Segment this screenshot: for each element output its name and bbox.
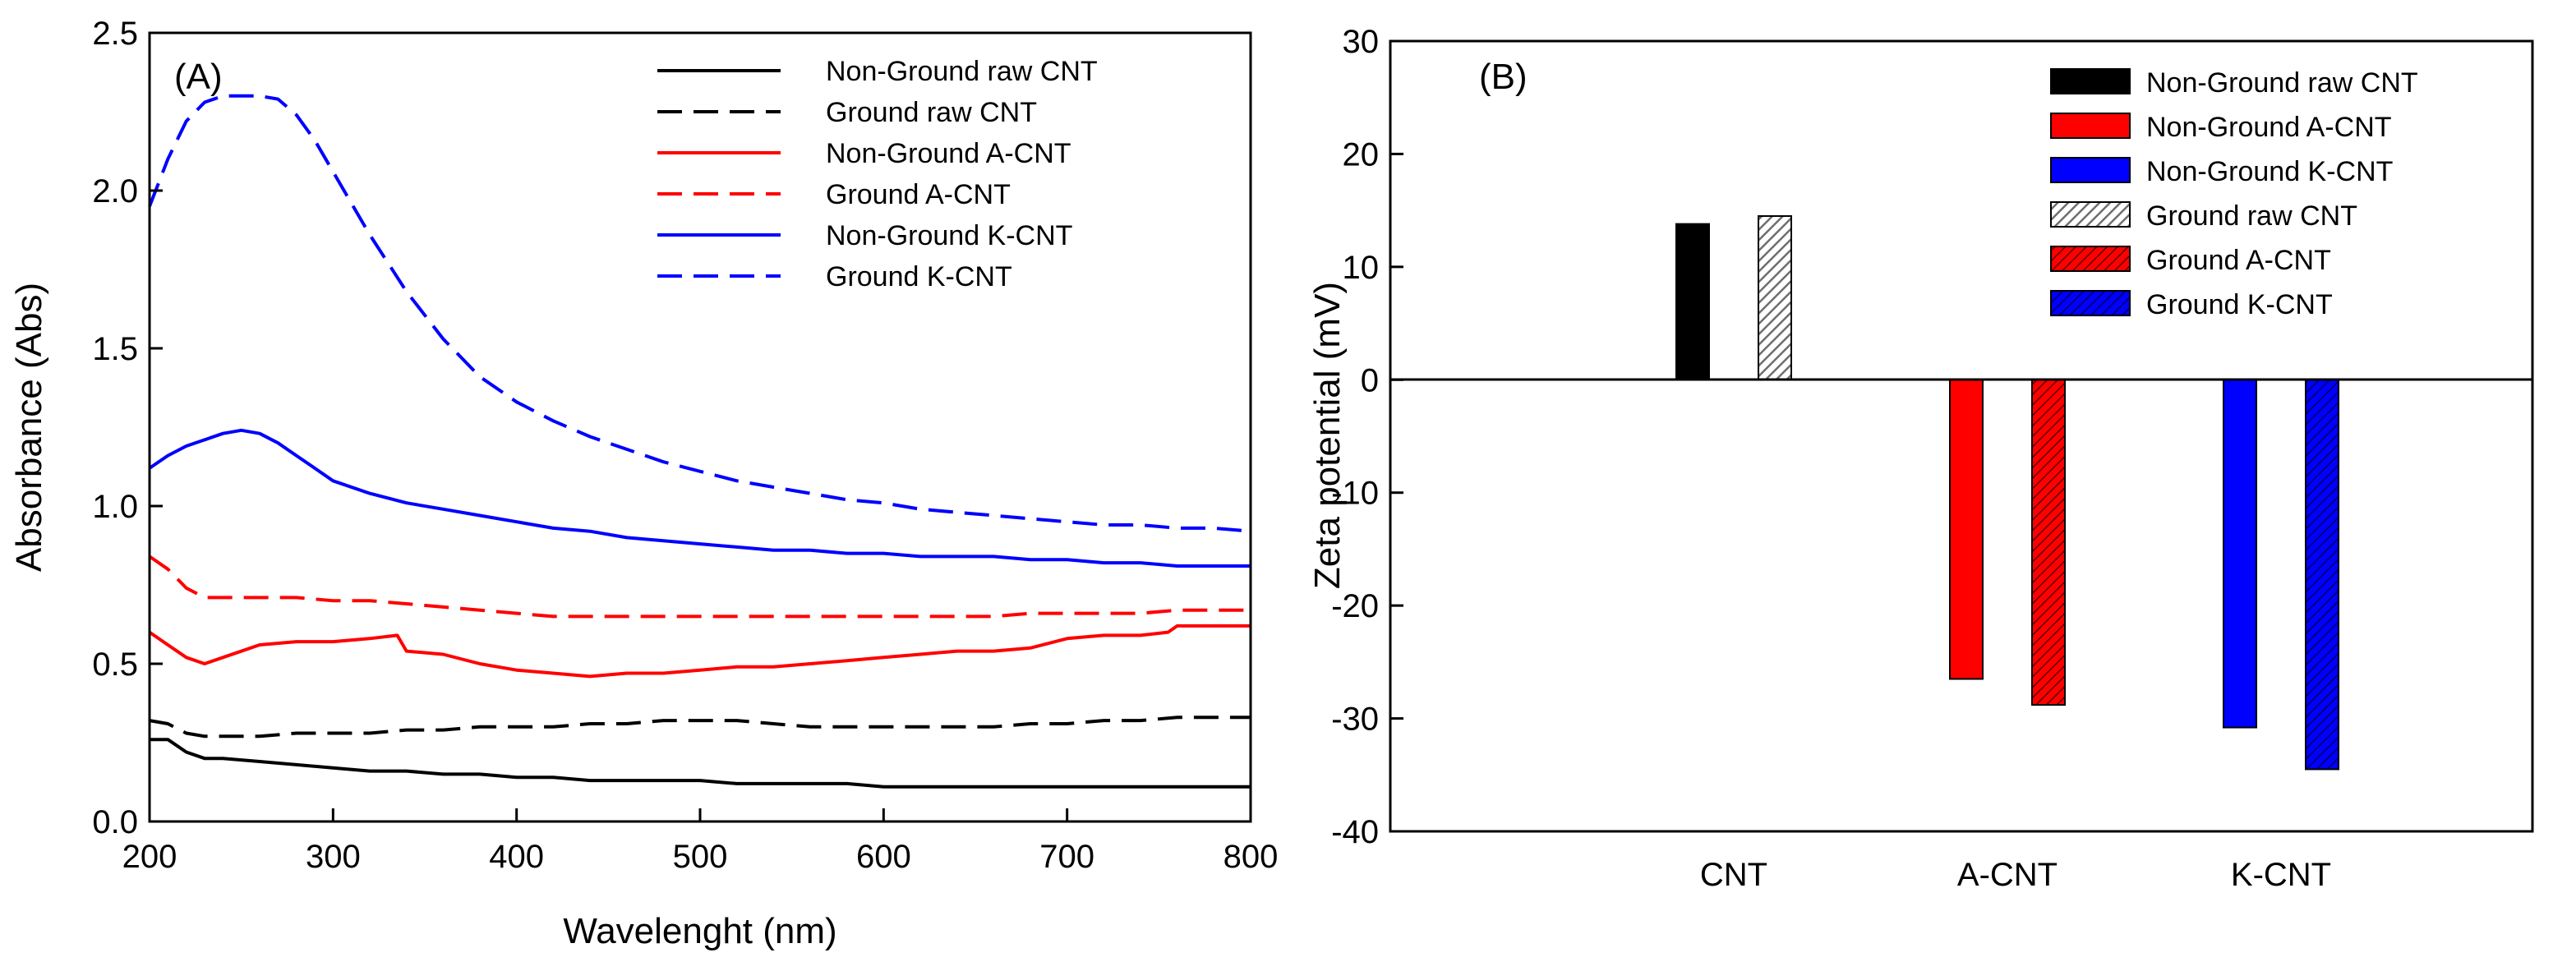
panel-b-legend-label-2: Non-Ground A-CNT xyxy=(2146,112,2392,143)
panel-a-y-tick-label: 1.0 xyxy=(92,489,138,525)
panel-b-y-tick-label: -10 xyxy=(1331,476,1379,512)
panel-b-legend-label-3: Non-Ground K-CNT xyxy=(2146,156,2393,187)
panel-b-y-tick-label: -20 xyxy=(1331,588,1379,624)
panel-b-y-tick-label: -30 xyxy=(1331,702,1379,738)
panel-a-series-line-3 xyxy=(148,624,1251,679)
panel-a-legend-label-5: Non-Ground K-CNT xyxy=(826,220,1072,251)
panel-a-y-tick-label: 0.5 xyxy=(92,647,138,683)
panel-a-x-tick-label: 300 xyxy=(306,839,361,875)
panel-b-label: (B) xyxy=(1479,57,1528,97)
panel-b-y-tick-label: 0 xyxy=(1361,362,1379,398)
panel-b-category-label: K-CNT xyxy=(2231,857,2331,893)
panel-b-y-tick-label: -40 xyxy=(1331,814,1379,850)
panel-b-y-tick-label: 20 xyxy=(1343,136,1380,173)
panel-b-y-axis-label: Zeta potential (mV) xyxy=(1307,282,1348,589)
panel-a-legend-label-2: Ground raw CNT xyxy=(826,97,1037,128)
panel-a-y-tick-label: 1.5 xyxy=(92,331,138,367)
panel-b-legend-label-5: Ground A-CNT xyxy=(2146,245,2331,276)
panel-a-x-tick-label: 600 xyxy=(856,839,911,875)
panel-a-legend-label-6: Ground K-CNT xyxy=(826,261,1012,292)
panel-b-y-tick-label: 30 xyxy=(1343,24,1380,60)
panel-b-legend-swatch-6 xyxy=(2050,290,2131,316)
panel-b-legend-swatch-4 xyxy=(2050,201,2131,228)
panel-b-bar-3 xyxy=(2223,379,2257,729)
panel-b-category-label: CNT xyxy=(1700,857,1767,893)
panel-a-series-line-4 xyxy=(148,555,1251,619)
panel-a-x-axis-label: Wavelenght (nm) xyxy=(563,911,836,951)
panel-b-bar-chart: 30 20 10 0 -10 -20 -30 -40 CNT A-CNT K-CNT (B) Zet… xyxy=(1307,24,2534,893)
panel-b-legend-swatch-1 xyxy=(2050,68,2131,94)
panel-a-label: (A) xyxy=(174,57,223,97)
panel-a-x-tick-label: 700 xyxy=(1039,839,1094,875)
panel-a-legend-label-1: Non-Ground raw CNT xyxy=(826,56,1098,87)
panel-a-series-line-6 xyxy=(148,94,1251,533)
panel-b-bars-layer xyxy=(1675,215,2339,771)
panel-b-bar-2 xyxy=(1949,379,1984,680)
panel-a-legend-label-4: Ground A-CNT xyxy=(826,179,1011,210)
panel-a-series-line-5 xyxy=(148,428,1251,568)
panel-b-legend-label-4: Ground raw CNT xyxy=(2146,200,2357,232)
panel-b-legend-label-1: Non-Ground raw CNT xyxy=(2146,67,2418,99)
panel-a-line-chart: 200 300 400 500 600 700 8000.00.51.01.52.02.5 … xyxy=(9,16,1278,951)
panel-a-y-axis-label: Absorbance (Abs) xyxy=(9,283,49,572)
panel-b-bar-4 xyxy=(1758,215,1792,381)
panel-a-y-tick-label: 0.0 xyxy=(92,804,138,840)
panel-a-legend: Non-Ground raw CNT Ground raw CNT Non-Grou… xyxy=(657,56,1098,292)
panel-a-x-tick-label: 800 xyxy=(1223,839,1279,875)
panel-a-y-tick-label: 2.0 xyxy=(92,173,138,209)
panel-a-x-tick-label: 400 xyxy=(489,839,544,875)
panel-b-legend-swatch-2 xyxy=(2050,113,2131,139)
panel-b-y-tick-label: 10 xyxy=(1343,250,1380,286)
panel-b-category-label: A-CNT xyxy=(1957,857,2058,893)
panel-b-legend-swatch-5 xyxy=(2050,246,2131,272)
panel-a-series-line-1 xyxy=(150,738,1251,789)
panel-b-plot-frame xyxy=(1389,39,2534,833)
panel-a-y-tick-label: 2.5 xyxy=(92,16,138,52)
panel-b-bar-5 xyxy=(2031,379,2066,706)
panel-b-bar-1 xyxy=(1675,223,1710,381)
panel-a-series-layer xyxy=(148,94,1251,789)
panel-a-x-tick-label: 500 xyxy=(673,839,728,875)
panel-a-x-tick-label: 200 xyxy=(122,839,177,875)
panel-b-legend-label-6: Ground K-CNT xyxy=(2146,289,2333,320)
panel-b-bar-6 xyxy=(2305,379,2339,771)
panel-a-series-line-2 xyxy=(149,716,1251,739)
panel-a-legend-label-3: Non-Ground A-CNT xyxy=(826,138,1071,169)
panel-b-axes: 30 20 10 0 -10 -20 -30 -40 CNT A-CNT K-CNT xyxy=(1331,24,2331,893)
panel-b-legend: Non-Ground raw CNT Non-Ground A-CNT Non-Gr… xyxy=(2050,67,2418,320)
panel-b-legend-swatch-3 xyxy=(2050,157,2131,183)
panel-a-axes: 200 300 400 500 600 700 800 0.0 0.5 1.0 1.5 2.0 2.5 xyxy=(92,16,1278,875)
